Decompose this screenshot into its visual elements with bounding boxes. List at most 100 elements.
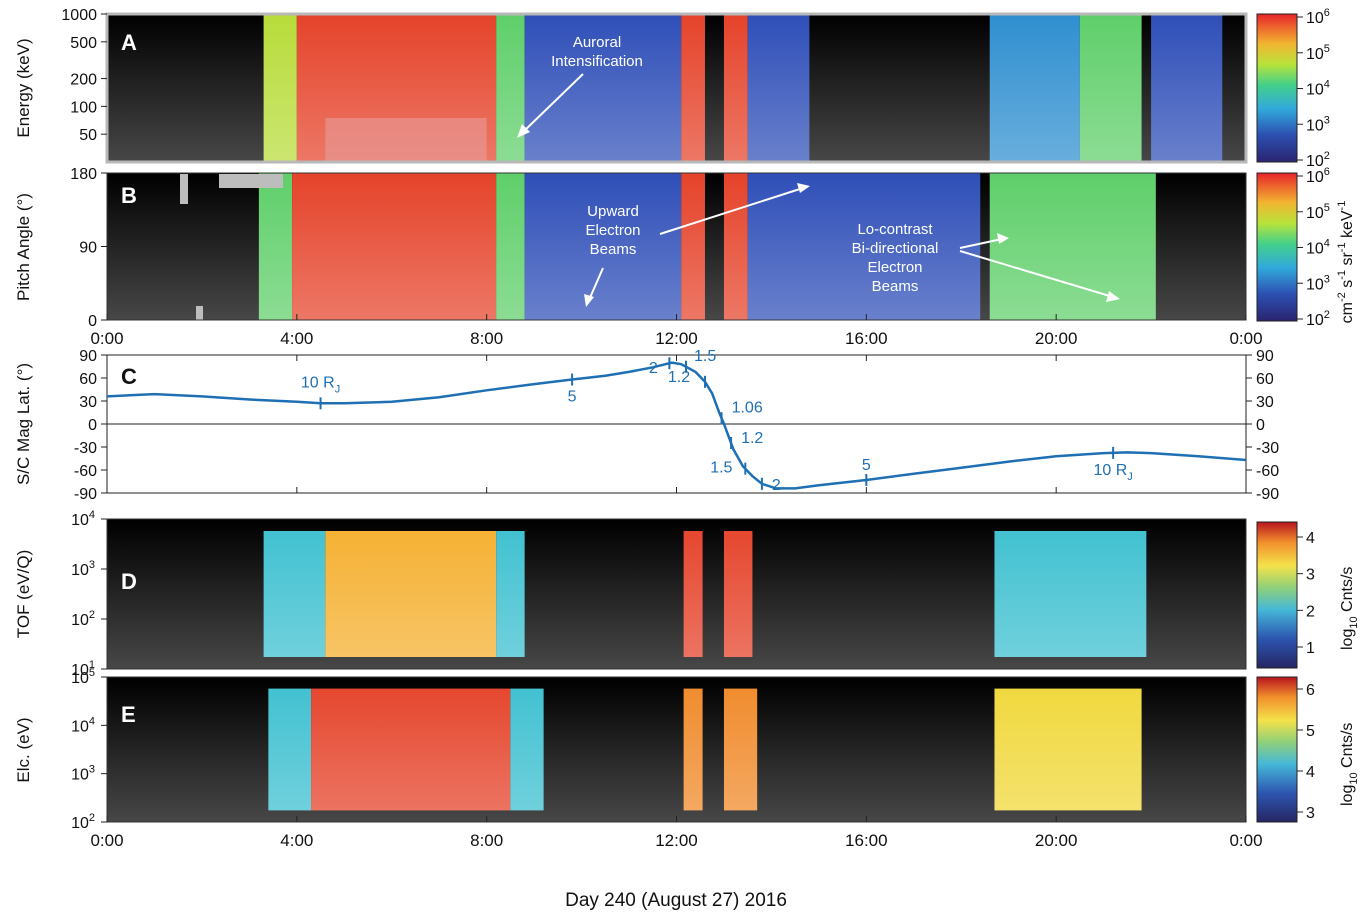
- orbit-marker-label: 2: [649, 360, 658, 377]
- colorbar-elc-ticks: 6 5 4 3: [1297, 682, 1315, 822]
- heatmap-shade: [107, 519, 1246, 669]
- heatmap-shade: [107, 677, 1246, 822]
- colorbar-tick-label: 2: [1306, 603, 1315, 620]
- x-axis-caption: Day 240 (August 27) 2016: [565, 890, 787, 911]
- y-tick-label: 200: [70, 72, 97, 89]
- x-tick-label: 0:00: [90, 831, 123, 850]
- axes: 1000 500 200 100 50 180 90 0 90 90 60 60 30 30 0 0 -30 -3…: [14, 7, 1279, 850]
- y-tick-label: 1000: [61, 7, 97, 24]
- annotation-auroral-2: Intensification: [551, 53, 643, 70]
- x-tick-label: 0:00: [1229, 329, 1262, 348]
- orbit-marker-label: 5: [568, 389, 577, 406]
- panel-a-letter: A: [121, 30, 137, 55]
- orbit-marker-label: 2: [772, 477, 781, 494]
- annotation-bidir-arrow-1: [959, 238, 1003, 249]
- orbit-marker-label: 10 RJ: [1093, 462, 1132, 483]
- orbit-marker-label: 10 RJ: [301, 374, 340, 395]
- heatmap-region: [325, 118, 487, 162]
- y-tick-label-right: -30: [1256, 440, 1279, 457]
- annotations: Auroral Intensification Upward Electron …: [517, 34, 1120, 307]
- colorbar-tick-label: 3: [1306, 805, 1315, 822]
- annotation-upward-2: Electron: [585, 222, 640, 239]
- colorbar-tof-ticks: 4 3 2 1: [1297, 530, 1315, 657]
- panel-b: B: [106, 172, 1247, 321]
- annotation-upward-1: Upward: [587, 203, 639, 220]
- colorbar-tick-label: 5: [1306, 723, 1315, 740]
- panel-d: D: [106, 518, 1247, 670]
- annotation-bidir-arrowhead-1: [997, 233, 1009, 244]
- colorbar-flux-label: cm-2 s-1 sr-1 keV-1: [1336, 201, 1356, 324]
- x-tick-label: 8:00: [470, 831, 503, 850]
- colorbar-tick-label: 102: [1306, 309, 1330, 329]
- y-tick-label: 104: [71, 509, 95, 529]
- y-tick-label: 90: [79, 348, 97, 365]
- panel-e: E: [106, 676, 1247, 823]
- colorbar-tick-label: 4: [1306, 764, 1315, 781]
- y-tick-label: 60: [79, 371, 97, 388]
- colorbar-tick-label: 103: [1306, 114, 1330, 134]
- colorbar-tick-label: 6: [1306, 682, 1315, 699]
- y-tick-label: 105: [71, 667, 95, 687]
- orbit-marker-label: 5: [862, 457, 871, 474]
- orbit-marker-label: 1.2: [741, 430, 763, 447]
- panel-a-heatmap: [107, 14, 1246, 162]
- colorbar-tick-label: 3: [1306, 567, 1315, 584]
- orbit-markers: 10 RJ 521.51.21.061.21.525 10 RJ: [301, 348, 1133, 494]
- annotation-bidir-4: Beams: [872, 278, 919, 295]
- annotation-auroral-1: Auroral: [573, 34, 621, 51]
- data-gap-block: [196, 306, 203, 320]
- annotation-bidir-arrowhead-2: [1106, 291, 1120, 302]
- y-tick-label: 30: [79, 394, 97, 411]
- y-tick-label-right: 30: [1256, 394, 1274, 411]
- y-tick-label: 100: [70, 99, 97, 116]
- colorbar-tick-label: 104: [1306, 79, 1330, 99]
- colorbar-tick-label: 1: [1306, 640, 1315, 657]
- annotation-auroral-arrowhead: [517, 124, 530, 138]
- colorbar-elc-label: log10 Cnts/s: [1339, 723, 1360, 806]
- colorbar-elc: 6 5 4 3 log10 Cnts/s: [1256, 676, 1360, 823]
- annotation-bidir-arrow-2: [959, 250, 1114, 298]
- y-tick-label: 500: [70, 35, 97, 52]
- y-tick-label-right: 90: [1256, 348, 1274, 365]
- y-tick-label: 180: [70, 166, 97, 183]
- panel-b-letter: B: [121, 183, 137, 208]
- panel-c: 10 RJ 521.51.21.061.21.525 10 RJ C: [106, 348, 1247, 494]
- heatmap-shade: [107, 173, 1246, 320]
- panel-a-border: [105, 12, 1248, 164]
- orbit-marker-label: 1.06: [732, 399, 763, 416]
- orbit-marker-label: 1.2: [668, 369, 690, 386]
- x-tick-label: 16:00: [845, 831, 888, 850]
- panel-e-heatmap: [107, 677, 1246, 822]
- annotation-bidir-2: Bi-directional: [852, 240, 939, 257]
- y-tick-label-right: 0: [1256, 417, 1265, 434]
- y-tick-label: 103: [71, 559, 95, 579]
- orbit-marker-label: 1.5: [710, 460, 732, 477]
- y-axis-title: Pitch Angle (°): [14, 193, 33, 301]
- panel-d-heatmap: [107, 519, 1246, 669]
- y-tick-label: 50: [79, 127, 97, 144]
- x-tick-label: 12:00: [655, 329, 698, 348]
- y-axis-title: TOF (eV/Q): [14, 550, 33, 638]
- colorbar-tick-label: 106: [1306, 7, 1330, 27]
- y-tick-label-right: -90: [1256, 486, 1279, 503]
- y-axis-title: Elc. (eV): [14, 717, 33, 782]
- data-gap-block: [219, 174, 283, 188]
- annotation-auroral-arrow: [521, 73, 584, 134]
- panel-e-letter: E: [121, 702, 136, 727]
- orbit-marker-label: 1.5: [694, 348, 716, 365]
- y-tick-label: 101: [71, 659, 95, 679]
- colorbar-tof: 4 3 2 1 log10 Cnts/s: [1256, 521, 1360, 669]
- y-tick-label: 0: [88, 417, 97, 434]
- heatmap-shade: [107, 14, 1246, 162]
- x-tick-label: 0:00: [1229, 831, 1262, 850]
- y-tick-label: 102: [71, 609, 95, 629]
- orbit-latitude-line: [106, 361, 1247, 490]
- y-tick-label: 90: [79, 240, 97, 257]
- annotation-upward-arrowhead-1: [797, 183, 810, 193]
- y-tick-label: -60: [74, 463, 97, 480]
- x-tick-label: 20:00: [1035, 329, 1078, 348]
- y-axis-title: Energy (keV): [14, 38, 33, 137]
- annotation-upward-arrowhead-2: [584, 294, 594, 307]
